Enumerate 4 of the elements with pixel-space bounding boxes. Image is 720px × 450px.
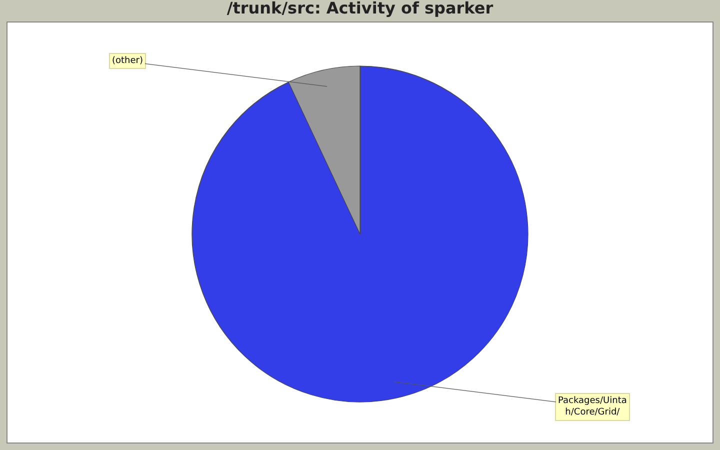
- slice-label: (other): [112, 56, 143, 66]
- chart-title: /trunk/src: Activity of sparker: [226, 0, 494, 18]
- slice-label: Packages/Uintah/Core/Grid/: [558, 396, 627, 418]
- pie-slice: [192, 66, 528, 402]
